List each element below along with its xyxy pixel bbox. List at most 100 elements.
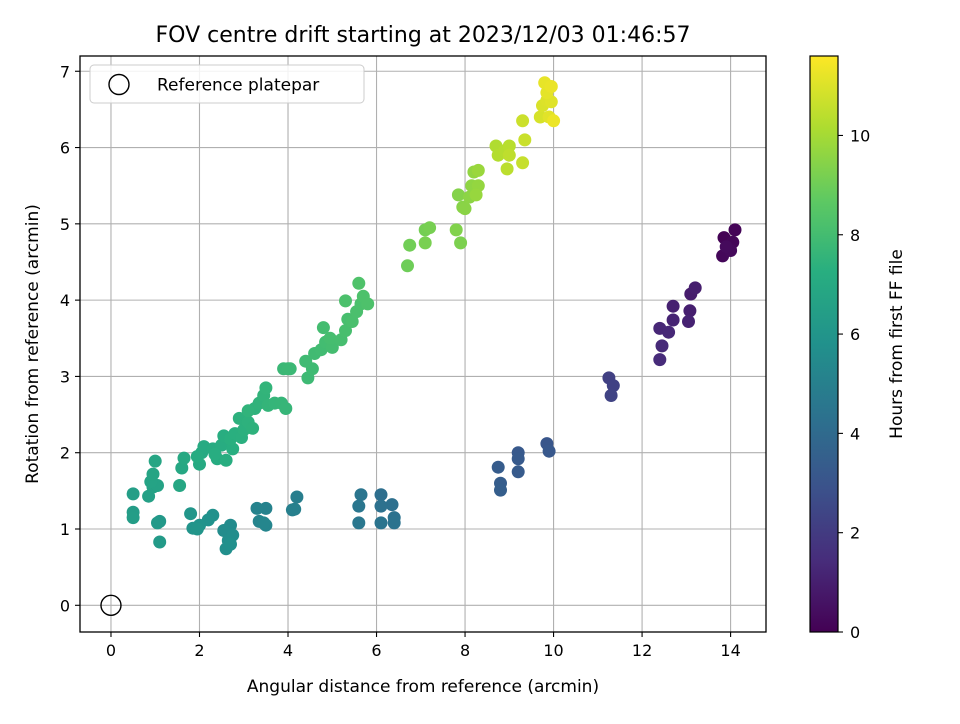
data-point bbox=[502, 139, 516, 153]
colorbar-ticks: 0 2 4 6 8 10 bbox=[838, 126, 870, 642]
x-tick-label: 4 bbox=[283, 641, 293, 660]
data-point bbox=[374, 488, 388, 502]
x-tick-label: 8 bbox=[460, 641, 470, 660]
y-axis-ticks: 0 1 2 3 4 5 6 7 bbox=[60, 62, 80, 615]
colorbar-tick-label: 6 bbox=[850, 325, 860, 344]
reference-marker-group bbox=[100, 594, 122, 616]
data-point bbox=[246, 421, 260, 435]
data-point bbox=[126, 487, 140, 501]
data-point bbox=[219, 453, 233, 467]
data-point bbox=[283, 362, 297, 376]
data-point bbox=[666, 313, 680, 327]
y-tick-label: 5 bbox=[60, 215, 70, 234]
colorbar-tick-label: 10 bbox=[850, 126, 870, 145]
data-point bbox=[516, 156, 530, 170]
data-point bbox=[471, 163, 485, 177]
data-point bbox=[151, 516, 164, 530]
data-point bbox=[279, 402, 293, 415]
data-point bbox=[662, 325, 676, 339]
data-point bbox=[500, 162, 514, 176]
data-point bbox=[374, 499, 388, 513]
data-point bbox=[683, 304, 697, 318]
x-axis-ticks: 0 2 4 6 8 10 12 14 bbox=[106, 632, 741, 660]
data-point bbox=[449, 223, 463, 237]
data-point bbox=[451, 188, 465, 202]
colorbar-tick-label: 4 bbox=[850, 424, 860, 443]
data-point bbox=[190, 522, 204, 536]
data-point bbox=[259, 501, 273, 515]
data-point bbox=[374, 516, 388, 530]
data-point bbox=[352, 516, 366, 530]
data-point bbox=[250, 501, 264, 515]
data-point bbox=[458, 202, 472, 216]
legend-label: Reference platepar bbox=[157, 76, 319, 96]
data-point bbox=[126, 511, 140, 525]
data-point bbox=[153, 535, 167, 549]
data-point bbox=[682, 315, 695, 328]
data-point bbox=[655, 339, 669, 353]
data-point bbox=[454, 236, 468, 250]
data-point bbox=[257, 516, 271, 530]
y-tick-label: 7 bbox=[60, 62, 70, 81]
data-point bbox=[606, 379, 620, 393]
data-point bbox=[352, 499, 366, 513]
data-point bbox=[226, 442, 240, 456]
colorbar-label: Hours from first FF file bbox=[887, 249, 907, 439]
y-tick-label: 2 bbox=[60, 444, 70, 463]
data-points bbox=[126, 76, 742, 556]
x-axis-label: Angular distance from reference (arcmin) bbox=[247, 677, 599, 697]
data-point bbox=[387, 516, 401, 530]
data-point bbox=[259, 381, 273, 395]
y-tick-label: 1 bbox=[60, 520, 70, 539]
data-point bbox=[719, 240, 733, 254]
data-point bbox=[516, 114, 530, 128]
x-tick-label: 2 bbox=[194, 641, 204, 660]
data-point bbox=[173, 479, 187, 492]
data-point bbox=[688, 281, 702, 295]
data-point bbox=[653, 353, 667, 367]
legend-marker-icon bbox=[108, 73, 130, 96]
legend: Reference platepar bbox=[89, 64, 365, 104]
data-point bbox=[345, 315, 359, 328]
data-point bbox=[190, 450, 204, 463]
data-point bbox=[184, 507, 198, 521]
data-point bbox=[354, 488, 368, 502]
data-point bbox=[502, 148, 516, 162]
data-point bbox=[175, 461, 189, 475]
data-point bbox=[491, 460, 505, 474]
data-point bbox=[518, 133, 532, 147]
colorbar-tick-label: 2 bbox=[850, 524, 860, 543]
data-point bbox=[146, 467, 160, 481]
data-point bbox=[224, 537, 237, 551]
data-point bbox=[288, 502, 302, 516]
data-point bbox=[728, 223, 742, 237]
plot-frame bbox=[79, 55, 767, 633]
legend-box bbox=[89, 64, 365, 104]
data-point bbox=[241, 404, 255, 418]
colorbar-gradient bbox=[809, 55, 839, 633]
data-point bbox=[403, 238, 417, 252]
x-tick-label: 14 bbox=[720, 641, 740, 660]
data-point bbox=[299, 354, 313, 368]
colorbar-tick-label: 0 bbox=[850, 623, 860, 642]
data-point bbox=[385, 498, 399, 512]
x-tick-label: 10 bbox=[543, 641, 563, 660]
data-point bbox=[604, 389, 618, 402]
data-point bbox=[666, 299, 680, 313]
data-point bbox=[418, 236, 432, 250]
data-point bbox=[177, 451, 191, 465]
data-point bbox=[547, 114, 561, 128]
data-point bbox=[361, 297, 375, 311]
data-point bbox=[542, 444, 556, 458]
data-point bbox=[423, 221, 437, 235]
data-point bbox=[316, 321, 330, 335]
y-tick-label: 3 bbox=[60, 367, 70, 386]
colorbar-tick-label: 8 bbox=[850, 226, 860, 245]
y-tick-label: 4 bbox=[60, 291, 70, 310]
data-point bbox=[401, 259, 414, 273]
chart-title: FOV centre drift starting at 2023/12/03 … bbox=[156, 23, 691, 48]
data-point bbox=[511, 465, 525, 479]
data-point bbox=[323, 331, 337, 345]
data-point bbox=[208, 447, 222, 461]
